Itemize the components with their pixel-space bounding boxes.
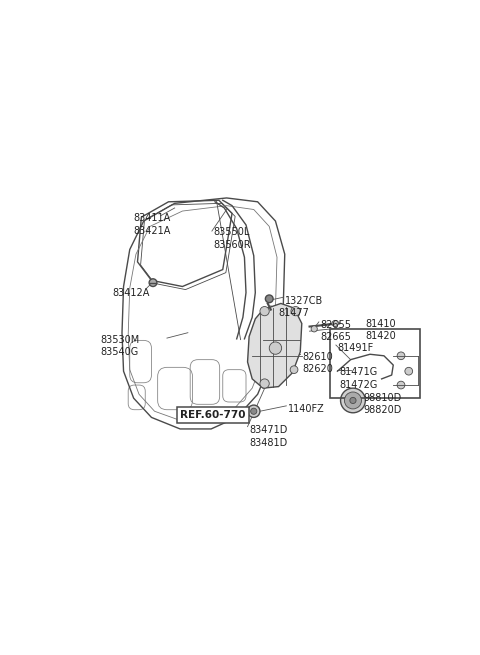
Circle shape <box>332 320 338 327</box>
Text: 82610
82620: 82610 82620 <box>302 352 334 375</box>
Text: 83411A
83421A: 83411A 83421A <box>133 214 171 236</box>
Polygon shape <box>248 303 302 388</box>
Text: 83530M
83540G: 83530M 83540G <box>100 335 140 358</box>
Bar <box>330 329 420 398</box>
Text: 81477: 81477 <box>278 308 310 318</box>
Text: 83550L
83560R: 83550L 83560R <box>214 227 251 250</box>
Circle shape <box>260 379 269 388</box>
Circle shape <box>311 326 317 332</box>
Text: 1327CB: 1327CB <box>285 296 323 306</box>
Circle shape <box>397 352 405 360</box>
Circle shape <box>340 388 365 413</box>
Text: 81491F: 81491F <box>337 343 374 354</box>
Circle shape <box>248 405 260 417</box>
Text: 81471G
81472G: 81471G 81472G <box>339 367 377 390</box>
Text: 1140FZ: 1140FZ <box>288 404 324 415</box>
Text: REF.60-770: REF.60-770 <box>180 409 246 420</box>
Circle shape <box>269 342 282 354</box>
Circle shape <box>345 392 361 409</box>
Circle shape <box>265 295 273 303</box>
Text: 83471D
83481D: 83471D 83481D <box>250 425 288 447</box>
Text: 83412A: 83412A <box>113 288 150 298</box>
Circle shape <box>350 398 356 403</box>
Circle shape <box>397 381 405 389</box>
Circle shape <box>290 365 298 373</box>
Circle shape <box>291 307 300 316</box>
Circle shape <box>251 408 257 415</box>
Circle shape <box>149 279 157 286</box>
Text: 98810D
98820D: 98810D 98820D <box>364 393 402 415</box>
Text: 82655
82665: 82655 82665 <box>321 320 351 342</box>
Circle shape <box>405 367 413 375</box>
Text: 81410
81420: 81410 81420 <box>365 319 396 341</box>
Circle shape <box>260 307 269 316</box>
